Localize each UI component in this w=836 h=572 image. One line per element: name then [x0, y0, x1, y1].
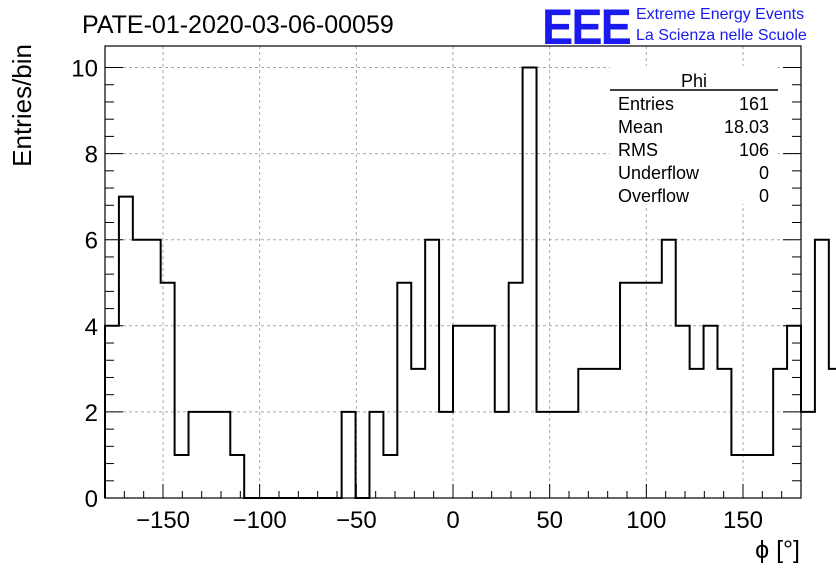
x-tick-label: 100 [626, 507, 666, 534]
stats-box-background [610, 66, 778, 204]
x-tick-label: −100 [233, 507, 287, 534]
y-tick-label: 0 [85, 486, 98, 513]
y-tick-label: 10 [71, 56, 98, 83]
x-tick-label: 0 [446, 507, 459, 534]
eee-logo-line1: Extreme Energy Events [636, 6, 804, 23]
chart-title: PATE-01-2020-03-06-00059 [82, 11, 394, 39]
stats-row-value: 106 [739, 140, 769, 160]
x-tick-labels: −150 −100 −50 0 50 100 150 [136, 507, 763, 534]
histogram-outline [104, 66, 836, 499]
x-axis-label: ϕ [°] [755, 536, 800, 564]
stats-title: Phi [681, 71, 707, 91]
stats-box: Phi Entries 161 Mean 18.03 RMS 106 Underflow 0 O… [610, 66, 778, 206]
y-axis-label: Entries/bin [7, 44, 37, 167]
stats-row-label: Entries [618, 94, 674, 114]
x-tick-label: 50 [536, 507, 563, 534]
stats-row-label: RMS [618, 140, 658, 160]
stats-row-label: Mean [618, 117, 663, 137]
y-axis-ticks [105, 67, 801, 499]
stats-row-label: Overflow [618, 186, 690, 206]
stats-row-value: 161 [739, 94, 769, 114]
y-tick-label: 6 [85, 228, 98, 255]
stats-row-value: 18.03 [724, 117, 769, 137]
y-tick-label: 8 [85, 142, 98, 169]
eee-logo-line2: La Scienza nelle Scuole [636, 27, 807, 44]
x-axis-ticks [104, 484, 802, 498]
x-tick-label: −150 [136, 507, 190, 534]
y-tick-label: 4 [85, 314, 98, 341]
stats-row-value: 0 [759, 163, 769, 183]
y-tick-label: 2 [85, 400, 98, 427]
eee-logo: EEE Extreme Energy Events La Scienza nel… [542, 0, 807, 55]
eee-logo-mark: EEE [542, 0, 631, 55]
stats-rows: Entries 161 Mean 18.03 RMS 106 Underflow 0 Overf… [618, 94, 769, 206]
stats-row-label: Underflow [618, 163, 700, 183]
stats-row-value: 0 [759, 186, 769, 206]
y-tick-labels: 0 2 4 6 8 10 [71, 56, 98, 513]
x-tick-label: 150 [723, 507, 763, 534]
x-tick-label: −50 [336, 507, 377, 534]
